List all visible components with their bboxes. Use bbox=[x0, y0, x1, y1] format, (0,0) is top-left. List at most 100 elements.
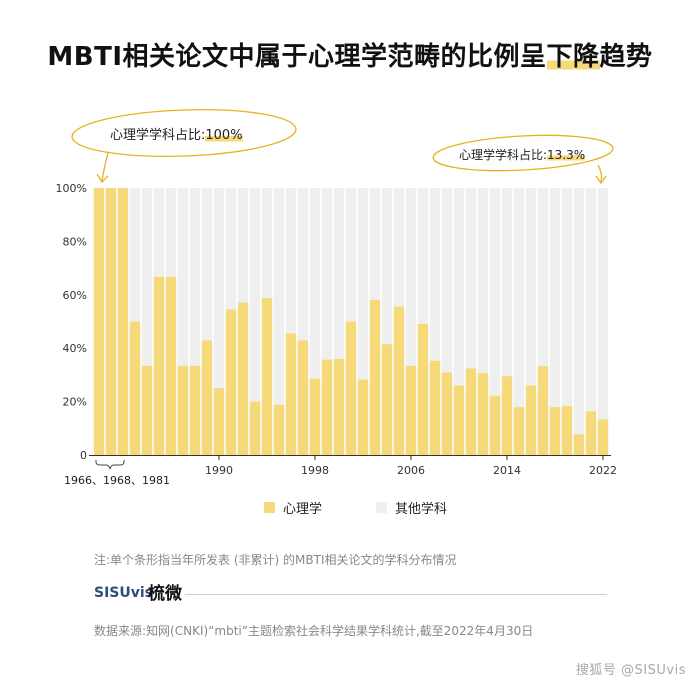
bar-psychology-1995 bbox=[273, 404, 285, 455]
chart-decor bbox=[71, 109, 614, 470]
bar-other-2014 bbox=[501, 188, 513, 455]
left-annotation-arrow bbox=[101, 152, 109, 182]
bar-other-1987 bbox=[177, 188, 189, 455]
x-tick-label: 1998 bbox=[301, 464, 329, 477]
bar-other-2018 bbox=[549, 188, 561, 455]
bar-other-2017 bbox=[537, 188, 549, 455]
bar-psychology-1993 bbox=[249, 401, 261, 455]
data-source: 数据来源:知网(CNKI)“mbti”主题检索社会科学结果学科统计,截至2022… bbox=[94, 624, 534, 638]
bar-psychology-2016 bbox=[525, 385, 537, 455]
bar-psychology-2010 bbox=[453, 385, 465, 455]
x-tick-label: 2014 bbox=[493, 464, 521, 477]
bar-psychology-2013 bbox=[489, 395, 501, 455]
bar-other-2002 bbox=[357, 188, 369, 455]
bar-other-2013 bbox=[489, 188, 501, 455]
bar-other-1997 bbox=[297, 188, 309, 455]
left-annotation-circle bbox=[71, 109, 297, 157]
legend-swatch-other bbox=[376, 502, 388, 513]
bar-psychology-1986 bbox=[165, 276, 177, 455]
bar-psychology-2003 bbox=[369, 300, 381, 455]
bar-psychology-2007 bbox=[417, 323, 429, 455]
bar-other-1989 bbox=[201, 188, 213, 455]
bar-other-1993 bbox=[249, 188, 261, 455]
legend-swatch-psychology bbox=[264, 502, 275, 513]
bar-psychology-1985 bbox=[153, 276, 165, 455]
brand-mark: 梳微 bbox=[148, 584, 182, 604]
title-after: 趋势 bbox=[599, 42, 653, 72]
bar-other-2009 bbox=[441, 188, 453, 455]
bar-psychology-1981 bbox=[117, 188, 129, 455]
bar-psychology-1983 bbox=[129, 321, 141, 455]
bar-other-1984 bbox=[141, 188, 153, 455]
right-annotation-circle bbox=[432, 134, 614, 172]
x-tick-label: 2006 bbox=[397, 464, 425, 477]
right-arrow-head bbox=[595, 175, 607, 185]
bar-psychology-2018 bbox=[549, 407, 561, 455]
bar-psychology-1984 bbox=[141, 366, 153, 455]
bar-psychology-1988 bbox=[189, 366, 201, 455]
bar-other-2019 bbox=[561, 188, 573, 455]
brand-logo: SISUvis · bbox=[94, 585, 164, 601]
legend-label-other: 其他学科 bbox=[395, 502, 448, 517]
bar-psychology-2012 bbox=[477, 373, 489, 455]
page-title: MBTI相关论文中属于心理学范畴的比例呈下降趋势 bbox=[0, 36, 700, 73]
bar-psychology-1968 bbox=[105, 188, 117, 455]
y-tick-label: 40% bbox=[63, 342, 87, 355]
bar-psychology-1989 bbox=[201, 340, 213, 455]
bar-other-1990 bbox=[213, 188, 225, 455]
bar-other-1999 bbox=[321, 188, 333, 455]
legend-item-other: 其他学科 bbox=[376, 498, 447, 517]
bar-other-2007 bbox=[417, 188, 429, 455]
bar-other-1998 bbox=[309, 188, 321, 455]
x-tick-label: 1990 bbox=[205, 464, 233, 477]
legend: 心理学 其他学科 bbox=[264, 498, 447, 517]
bar-psychology-2020 bbox=[573, 434, 585, 455]
title-before: MBTI相关论文中属于心理学范畴的比例呈 bbox=[47, 42, 547, 72]
left-annotation: 心理学学科占比:100% bbox=[110, 124, 243, 143]
y-tick-label: 20% bbox=[63, 396, 87, 409]
bar-psychology-2014 bbox=[501, 376, 513, 455]
bar-psychology-2004 bbox=[381, 344, 393, 455]
bar-psychology-2000 bbox=[333, 358, 345, 455]
bar-other-2004 bbox=[381, 188, 393, 455]
y-tick-label: 80% bbox=[63, 235, 87, 248]
bar-other-2016 bbox=[525, 188, 537, 455]
group-bracket bbox=[95, 460, 125, 470]
bar-psychology-1999 bbox=[321, 359, 333, 455]
bar-psychology-2015 bbox=[513, 407, 525, 455]
bar-psychology-1998 bbox=[309, 378, 321, 455]
bar-other-2000 bbox=[333, 188, 345, 455]
bar-other-2020 bbox=[573, 188, 585, 455]
x-group-label: 1966、1968、1981 bbox=[64, 474, 170, 487]
right-annotation: 心理学学科占比:13.3% bbox=[459, 146, 586, 163]
right-annotation-arrow bbox=[597, 164, 603, 183]
bar-other-2021 bbox=[585, 188, 597, 455]
bar-psychology-2008 bbox=[429, 360, 441, 455]
watermark: 搜狐号 @SISUvis bbox=[575, 663, 686, 678]
bar-other-1995 bbox=[273, 188, 285, 455]
x-tick-label: 2022 bbox=[589, 464, 617, 477]
bar-psychology-2022 bbox=[597, 419, 609, 455]
title-highlight: 下降 bbox=[546, 42, 600, 72]
y-tick-label: 100% bbox=[56, 182, 87, 195]
y-tick-label: 60% bbox=[63, 289, 87, 302]
bar-psychology-2009 bbox=[441, 372, 453, 455]
bar-psychology-2006 bbox=[405, 366, 417, 455]
bar-psychology-1996 bbox=[285, 333, 297, 455]
bar-psychology-2021 bbox=[585, 411, 597, 455]
bar-other-2011 bbox=[465, 188, 477, 455]
bar-psychology-1992 bbox=[237, 302, 249, 455]
bar-psychology-1997 bbox=[297, 340, 309, 455]
left-annotation-value: 100% bbox=[205, 128, 243, 143]
bar-other-2010 bbox=[453, 188, 465, 455]
bar-other-2008 bbox=[429, 188, 441, 455]
left-arrow-head bbox=[96, 173, 109, 184]
bar-other-2006 bbox=[405, 188, 417, 455]
bar-psychology-1994 bbox=[261, 298, 273, 455]
right-annotation-label: 心理学学科占比: bbox=[459, 148, 548, 162]
left-annotation-label: 心理学学科占比: bbox=[110, 128, 206, 143]
bar-psychology-2005 bbox=[393, 306, 405, 455]
bar-psychology-1987 bbox=[177, 366, 189, 455]
bar-psychology-1966 bbox=[93, 188, 105, 455]
right-annotation-value: 13.3% bbox=[547, 148, 586, 162]
